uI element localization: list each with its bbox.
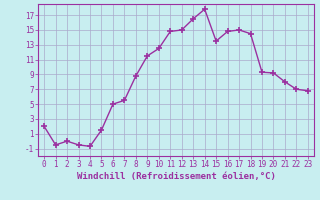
X-axis label: Windchill (Refroidissement éolien,°C): Windchill (Refroidissement éolien,°C): [76, 172, 276, 181]
